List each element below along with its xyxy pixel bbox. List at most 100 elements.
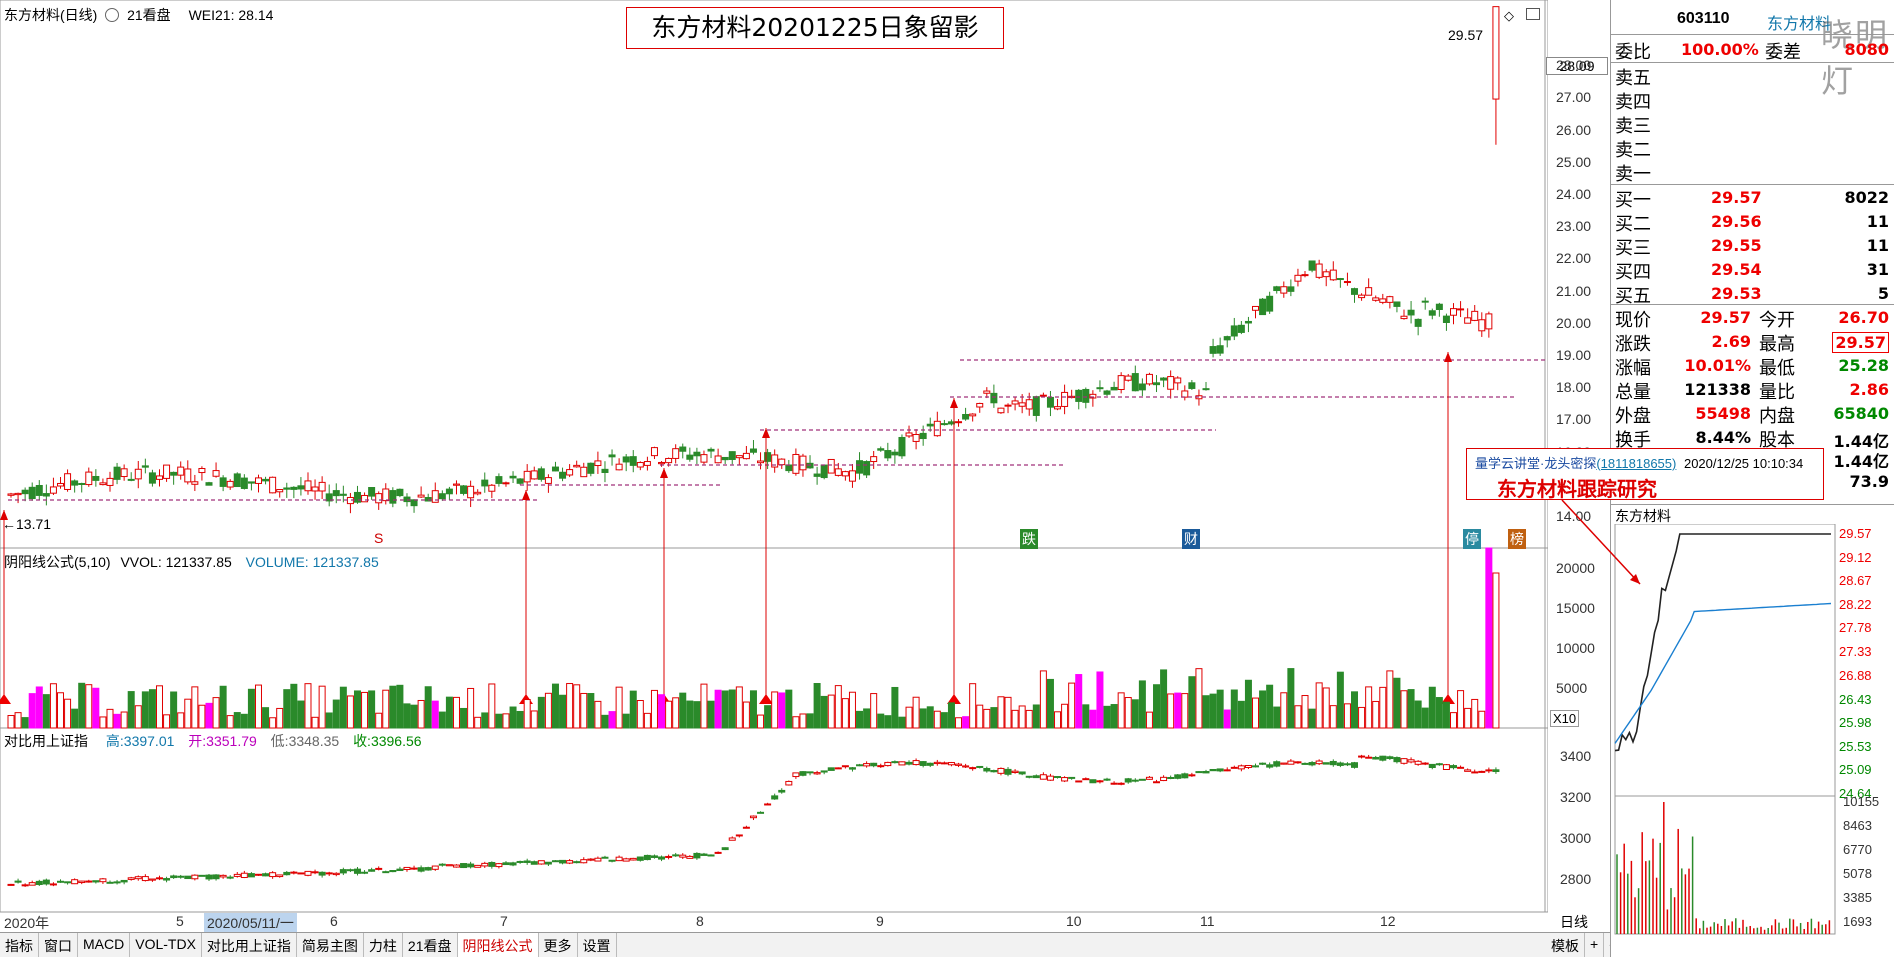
candle-body [64,473,72,490]
buy-level-row[interactable]: 买五 29.53 5 [1615,282,1894,307]
candle-body [1145,373,1153,385]
index-body [1301,762,1309,765]
event-tag-s[interactable]: S [374,530,384,546]
buy-level-row[interactable]: 买四 29.54 31 [1615,258,1894,283]
candle-body [1025,399,1033,410]
index-body [749,815,757,819]
bottom-tab[interactable]: MACD [78,933,131,957]
candle-body [1407,309,1415,316]
index-body [410,867,418,870]
bottom-tab[interactable]: 指标 [0,933,39,957]
volume-bar [976,704,984,729]
volume-bar [28,693,36,729]
candle-body [594,460,602,467]
index-tick: 2800 [1560,871,1592,888]
index-body [155,877,163,880]
stat-label: 涨跌 [1615,334,1651,355]
candle-body [1464,317,1472,324]
volume-bar [14,712,22,729]
candle-body [1103,390,1111,395]
event-tag-die[interactable]: 跌 [1020,529,1038,549]
index-name[interactable]: 对比用上证指 [4,733,88,749]
index-body [1351,762,1359,768]
x-axis-period[interactable]: 日线 [1560,914,1588,930]
volume-bar [1153,684,1161,729]
candle-body [226,480,234,488]
buy-level-row[interactable]: 买三 29.55 11 [1615,234,1894,259]
view-tag[interactable]: 21看盘 [127,7,171,23]
volume-bar [7,715,15,729]
candle-body [1273,286,1281,292]
index-body [771,795,779,800]
bottom-tab[interactable]: 阴阳线公式 [457,933,539,957]
index-body [530,861,538,865]
bottom-tab[interactable]: VOL-TDX [130,933,202,957]
bottom-tab[interactable]: 窗口 [39,933,78,957]
bottom-tab-bar: 指标 窗口 MACD VOL-TDX 对比用上证指 简易主图 力柱 21看盘 阴阳线公式 更多 设置 [0,932,1614,957]
volume-bar [1386,670,1394,729]
index-body [438,863,446,866]
index-body [580,859,588,864]
index-body [488,861,496,867]
index-high: 3397.01 [123,733,175,749]
bottom-tab[interactable]: 对比用上证指 [202,933,297,957]
candle-body [919,432,927,440]
candle-body [926,423,934,427]
candle-body [49,486,57,494]
volume-bar [1145,711,1153,729]
event-tag-ting[interactable]: 停 [1463,529,1481,549]
buy-level-price: 29.57 [1711,188,1762,207]
stat-value: 121338 [1684,380,1751,399]
index-body [1174,774,1182,779]
index-body [700,853,708,856]
candle-body [735,455,743,459]
intraday-price-tick: 25.53 [1839,739,1872,755]
index-body [262,873,270,877]
volume-bar [1450,712,1458,729]
bottom-right-tab[interactable]: 模板 [1546,933,1585,957]
index-body [502,862,510,866]
volume-bar [389,685,397,729]
volume-bar [198,704,206,729]
signal-volume-arrow [759,694,773,704]
intraday-chart[interactable] [1611,524,1894,944]
gear-icon[interactable] [105,8,120,22]
volume-formula-name[interactable]: 阴阳线公式(5,10) [4,554,111,570]
volume-bar [332,699,340,729]
buy-level-row[interactable]: 买一 29.57 8022 [1615,186,1894,211]
stat-label: 外盘 [1615,406,1651,427]
candle-body [1393,301,1401,307]
event-tag-bang[interactable]: 榜 [1508,529,1526,549]
diamond-icon[interactable]: ◇ [1504,8,1514,23]
candle-body [714,455,722,464]
candle-body [495,476,503,484]
volume-bar [382,689,390,729]
volume-bar [1358,706,1366,729]
index-body [1294,761,1302,764]
bottom-tab[interactable]: 力柱 [364,933,403,957]
sell-level-label: 卖一 [1615,164,1651,185]
bottom-tab[interactable]: 设置 [578,933,617,957]
candle-body [749,448,757,453]
index-body [1386,756,1394,760]
window-toggle-icon[interactable] [1526,8,1540,20]
volume-bar [353,690,361,729]
bottom-tab[interactable]: 更多 [539,933,578,957]
candle-body [148,472,156,484]
kline-chart[interactable] [0,0,1548,940]
bottom-right-tab[interactable]: + [1585,933,1605,957]
bottom-tab[interactable]: 21看盘 [403,933,458,957]
event-tag-cai[interactable]: 财 [1182,529,1200,549]
index-body [594,857,602,862]
candle-body [912,434,920,442]
candle-body [290,486,298,490]
bottom-tab[interactable]: 简易主图 [297,933,364,957]
annotation-phone[interactable]: (1811818655) [1596,456,1677,471]
buy-level-row[interactable]: 买二 29.56 11 [1615,210,1894,235]
candle-body [969,413,977,417]
stock-name-link[interactable]: 东方材料 [1767,16,1832,33]
index-body [1329,760,1337,766]
volume-bar [905,706,913,729]
volume-bar [742,701,750,729]
candle-body [827,458,835,474]
